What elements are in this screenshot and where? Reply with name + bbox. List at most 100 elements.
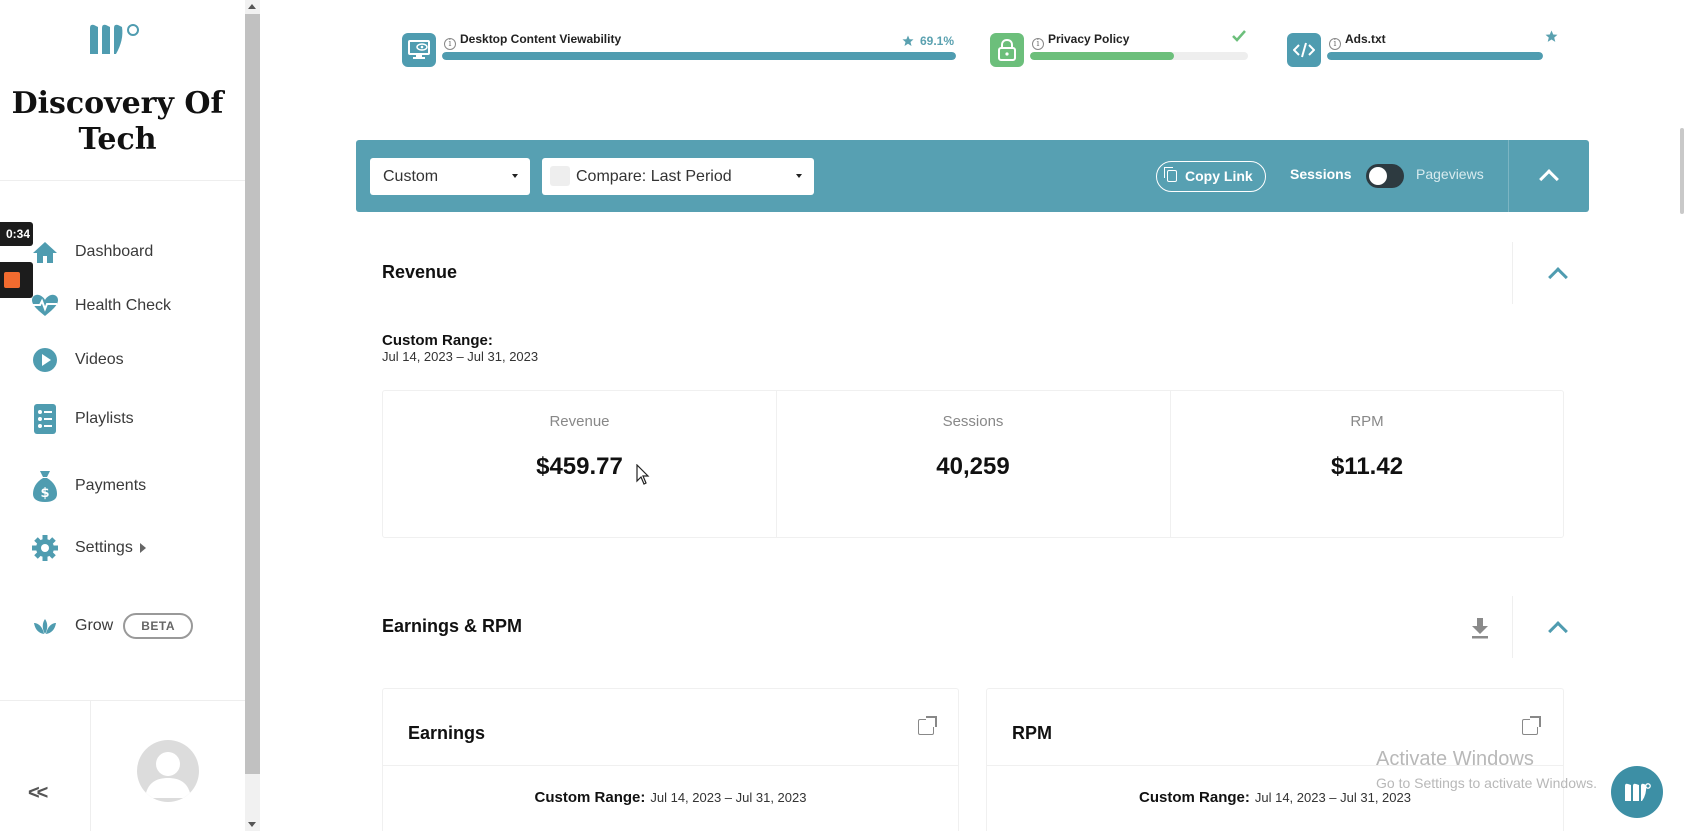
toggle-knob <box>1369 167 1387 185</box>
range-label: Custom Range: <box>382 332 493 349</box>
copy-link-button[interactable]: Copy Link <box>1156 161 1266 192</box>
date-range-select[interactable]: Custom <box>370 158 530 195</box>
watermark-line2: Go to Settings to activate Windows. <box>1376 775 1597 791</box>
compare-checkbox[interactable] <box>550 166 570 186</box>
compare-value: Compare: Last Period <box>576 168 732 185</box>
caret-down-icon <box>796 174 802 178</box>
download-icon[interactable] <box>1470 616 1490 640</box>
health-title: Ads.txt <box>1345 32 1386 46</box>
collapse-toolbar-chevron-up-icon[interactable] <box>1539 169 1559 189</box>
stat-label: RPM <box>1350 413 1384 430</box>
health-badge: 69.1% <box>902 34 954 48</box>
section-title-earnings-rpm: Earnings & RPM <box>382 616 523 636</box>
sidebar-item-label: Payments <box>75 477 147 494</box>
stat-rpm: RPM $11.42 <box>1170 391 1563 537</box>
stop-recording-button[interactable] <box>0 262 33 298</box>
sidebar-item-label: Videos <box>75 351 124 368</box>
pageviews-label: Pageviews <box>1416 166 1484 182</box>
sidebar-scrollbar[interactable] <box>245 0 260 831</box>
stat-value: $459.77 <box>536 453 623 480</box>
health-title: Desktop Content Viewability <box>460 32 622 46</box>
sidebar-item-grow[interactable]: Grow BETA <box>30 608 194 644</box>
mouse-cursor-icon <box>636 464 650 485</box>
stat-revenue: Revenue $459.77 <box>383 391 776 537</box>
divider <box>0 180 245 181</box>
brand-name: Discovery Of Tech <box>0 86 235 158</box>
health-desktop-viewability[interactable]: i Desktop Content Viewability 69.1% <box>402 30 956 70</box>
divider <box>383 765 958 766</box>
external-link-icon[interactable] <box>918 716 937 735</box>
earnings-card: Earnings Custom Range: Jul 14, 2023 – Jul… <box>382 688 959 831</box>
avatar[interactable] <box>137 740 199 802</box>
lotus-icon <box>30 611 60 641</box>
revenue-stats: Revenue $459.77 Sessions 40,259 RPM $11.… <box>382 390 1564 538</box>
card-range-value: Jul 14, 2023 – Jul 31, 2023 <box>1254 790 1411 805</box>
health-progress-bar <box>1030 52 1248 60</box>
copy-link-label: Copy Link <box>1185 168 1253 184</box>
heartbeat-icon <box>30 291 60 321</box>
card-title: RPM <box>1012 723 1052 743</box>
external-link-icon[interactable] <box>1522 716 1541 735</box>
copy-icon <box>1164 167 1177 182</box>
sidebar-item-label: Health Check <box>75 297 172 314</box>
sidebar-item-dashboard[interactable]: Dashboard <box>30 234 153 270</box>
star-icon <box>902 35 914 46</box>
sidebar-item-videos[interactable]: Videos <box>30 342 124 378</box>
stat-sessions: Sessions 40,259 <box>776 391 1169 537</box>
stop-icon <box>4 272 20 288</box>
collapse-revenue-chevron-up-icon[interactable] <box>1548 267 1568 287</box>
scrollbar-thumb[interactable] <box>245 14 260 774</box>
compare-select[interactable]: Compare: Last Period <box>542 158 814 195</box>
health-score: 69.1% <box>920 34 955 48</box>
beta-badge: BETA <box>123 613 194 639</box>
sidebar-item-settings[interactable]: Settings <box>30 530 146 566</box>
health-progress-bar <box>442 52 956 60</box>
sidebar-item-label: Grow <box>75 617 114 634</box>
card-range: Custom Range: Jul 14, 2023 – Jul 31, 2023 <box>383 789 958 806</box>
sidebar-item-label: Settings <box>75 539 133 556</box>
sidebar-item-playlists[interactable]: Playlists <box>30 401 134 437</box>
stat-label: Sessions <box>942 413 1004 430</box>
caret-down-icon <box>512 174 518 178</box>
date-range-value: Custom <box>383 168 439 185</box>
stat-value: 40,259 <box>936 453 1010 480</box>
health-ads-txt[interactable]: i Ads.txt <box>1287 30 1558 70</box>
info-icon[interactable]: i <box>444 38 456 50</box>
scroll-up-icon[interactable] <box>248 4 256 9</box>
page-scrollbar-thumb[interactable] <box>1680 128 1684 214</box>
range-value: Jul 14, 2023 – Jul 31, 2023 <box>382 349 539 364</box>
divider <box>1512 596 1513 658</box>
main-content: i Desktop Content Viewability 69.1% i Pr… <box>262 0 1690 831</box>
money-bag-icon: $ <box>30 471 60 502</box>
code-icon <box>1287 33 1321 67</box>
brand-logo-icon[interactable] <box>88 20 144 60</box>
help-chat-button[interactable] <box>1611 766 1663 818</box>
rpm-card: RPM Custom Range: Jul 14, 2023 – Jul 31, … <box>986 688 1564 831</box>
info-icon[interactable]: i <box>1329 38 1341 50</box>
scroll-down-icon[interactable] <box>248 822 256 827</box>
sidebar-item-health-check[interactable]: Health Check <box>30 288 171 324</box>
lock-icon <box>990 33 1024 67</box>
caret-right-icon <box>139 543 146 553</box>
sidebar-item-payments[interactable]: $ Payments <box>30 468 146 504</box>
sidebar: Discovery Of Tech 0:34 Dashboard Health … <box>0 0 245 831</box>
health-title: Privacy Policy <box>1048 32 1130 46</box>
watermark-line1: Activate Windows <box>1376 748 1534 770</box>
health-privacy-policy[interactable]: i Privacy Policy <box>990 30 1248 70</box>
check-icon <box>1232 30 1246 42</box>
divider <box>1508 140 1509 212</box>
info-icon[interactable]: i <box>1032 38 1044 50</box>
section-title-revenue: Revenue <box>382 262 458 282</box>
card-title: Earnings <box>408 723 486 743</box>
brand-name-line1: Discovery Of <box>11 86 224 121</box>
monitor-eye-icon <box>402 33 436 67</box>
divider <box>90 700 91 831</box>
collapse-earnings-chevron-up-icon[interactable] <box>1548 621 1568 641</box>
sessions-pageviews-toggle[interactable] <box>1366 164 1404 188</box>
divider <box>987 765 1563 766</box>
collapse-sidebar-button[interactable]: << <box>28 782 48 804</box>
card-range: Custom Range: Jul 14, 2023 – Jul 31, 2023 <box>987 789 1563 806</box>
windows-activation-watermark: Activate Windows Go to Settings to activ… <box>1376 748 1597 791</box>
card-range-label: Custom Range: <box>1139 789 1250 806</box>
